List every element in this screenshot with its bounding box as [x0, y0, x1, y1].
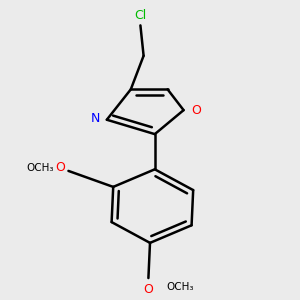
Text: N: N — [91, 112, 100, 124]
Text: O: O — [143, 283, 153, 296]
Text: OCH₃: OCH₃ — [26, 163, 54, 173]
Text: O: O — [192, 103, 202, 117]
Text: Cl: Cl — [134, 9, 146, 22]
Text: O: O — [56, 161, 65, 174]
Text: OCH₃: OCH₃ — [166, 282, 194, 292]
